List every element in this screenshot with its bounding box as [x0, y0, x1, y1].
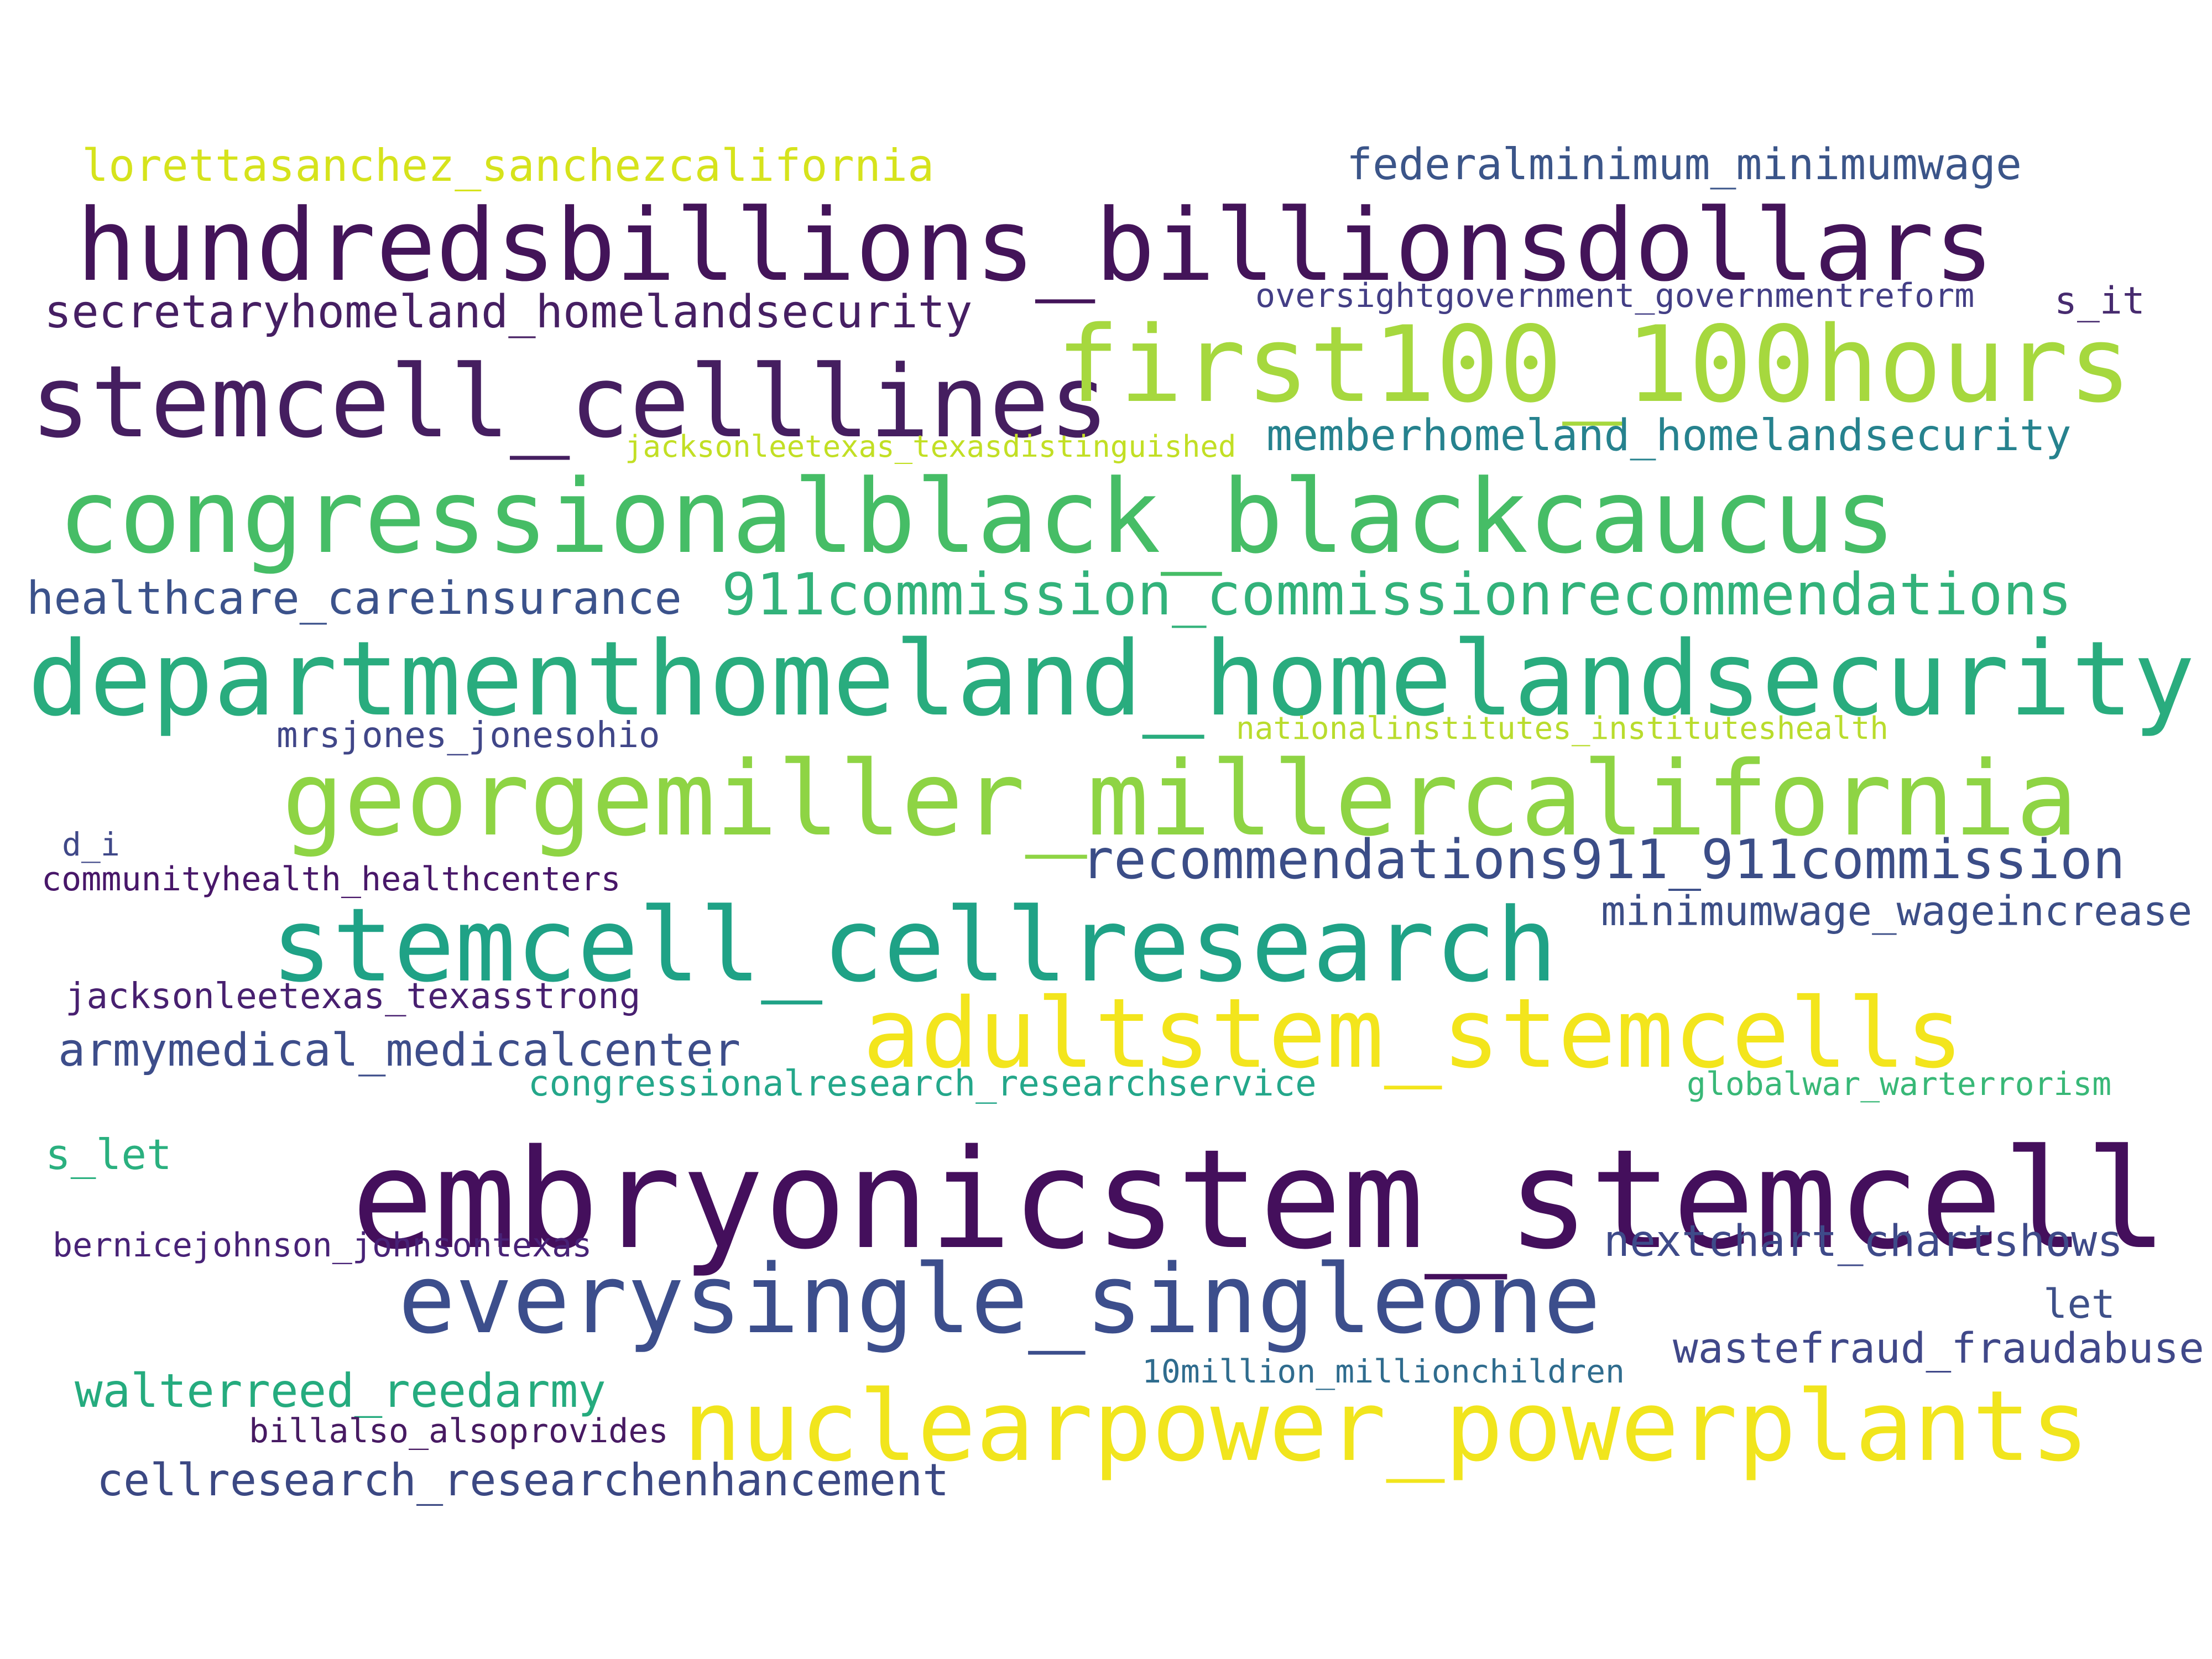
word-d-i: d_i	[62, 826, 120, 863]
word-recommendations911-911commission: recommendations911_911commission	[1081, 828, 2126, 891]
word-bernicejohnson-johnsontexas: bernicejohnson_johnsontexas	[53, 1226, 592, 1265]
word-s-it: s_it	[2054, 279, 2145, 323]
word-departmenthomeland-homelandsecurity: departmenthomeland_homelandsecurity	[28, 619, 2195, 739]
word-minimumwage-wageincrease: minimumwage_wageincrease	[1601, 888, 2193, 935]
word-healthcare-careinsurance: healthcare_careinsurance	[27, 572, 682, 625]
word-jacksonleetexas-texasstrong: jacksonleetexas_texasstrong	[65, 976, 641, 1017]
word-cellresearch-researchenhancement: cellresearch_researchenhancement	[97, 1454, 950, 1506]
word-memberhomeland-homelandsecurity: memberhomeland_homelandsecurity	[1266, 411, 2072, 461]
word-stemcell-cellresearch: stemcell_cellresearch	[271, 886, 1558, 1005]
word-lorettasanchez-sanchezcalifornia: lorettasanchez_sanchezcalifornia	[82, 140, 935, 191]
word-nextchart-chartshows: nextchart_chartshows	[1604, 1217, 2124, 1266]
word-communityhealth-healthcenters: communityhealth_healthcenters	[41, 860, 621, 899]
word-oversightgovernment-governmentreform: oversightgovernment_governmentreform	[1255, 276, 1975, 315]
word-wastefraud-fraudabuse: wastefraud_fraudabuse	[1673, 1323, 2204, 1373]
word-armymedical-medicalcenter: armymedical_medicalcenter	[58, 1024, 741, 1077]
word-federalminimum-minimumwage: federalminimum_minimumwage	[1347, 140, 2022, 190]
word-let: let	[2043, 1281, 2116, 1327]
word-congressionalblack-blackcaucus: congressionalblack_blackcaucus	[58, 458, 1896, 576]
word-georgemiller-millercalifornia: georgemiller_millercalifornia	[282, 739, 2078, 859]
word-congressionalresearch-researchservice: congressionalresearch_researchservice	[528, 1063, 1317, 1104]
word-mrsjones-jonesohio: mrsjones_jonesohio	[276, 715, 660, 756]
word-911commission-commissionrecommendations: 911commission_commissionrecommendations	[722, 561, 2072, 628]
word-nuclearpower-powerplants: nuclearpower_powerplants	[683, 1370, 2090, 1483]
word-10million-millionchildren: 10million_millionchildren	[1142, 1353, 1625, 1390]
word-nationalinstitutes-instituteshealth: nationalinstitutes_instituteshealth	[1236, 711, 1889, 747]
word-first100-100hours: first100_100hours	[1056, 304, 2132, 426]
word-jacksonleetexas-texasdistinguished: jacksonleetexas_texasdistinguished	[625, 429, 1237, 464]
word-walterreed-reedarmy: walterreed_reedarmy	[75, 1364, 606, 1418]
word-globalwar-warterrorism: globalwar_warterrorism	[1687, 1065, 2112, 1103]
word-adultstem-stemcells: adultstem_stemcells	[863, 978, 1964, 1090]
word-secretaryhomeland-homelandsecurity: secretaryhomeland_homelandsecurity	[44, 286, 973, 338]
word-stemcell-celllines: stemcell_celllines	[30, 345, 1109, 460]
word-embryonicstem-stemcell: embryonicstem_stemcell	[351, 1120, 2168, 1280]
word-everysingle-singleone: everysingle_singleone	[398, 1244, 1601, 1355]
word-billalso-alsoprovides: billalso_alsoprovides	[249, 1412, 669, 1451]
word-hundredsbillions-billionsdollars: hundredsbillions_billionsdollars	[76, 188, 1994, 304]
word-s-let: s_let	[45, 1130, 172, 1179]
